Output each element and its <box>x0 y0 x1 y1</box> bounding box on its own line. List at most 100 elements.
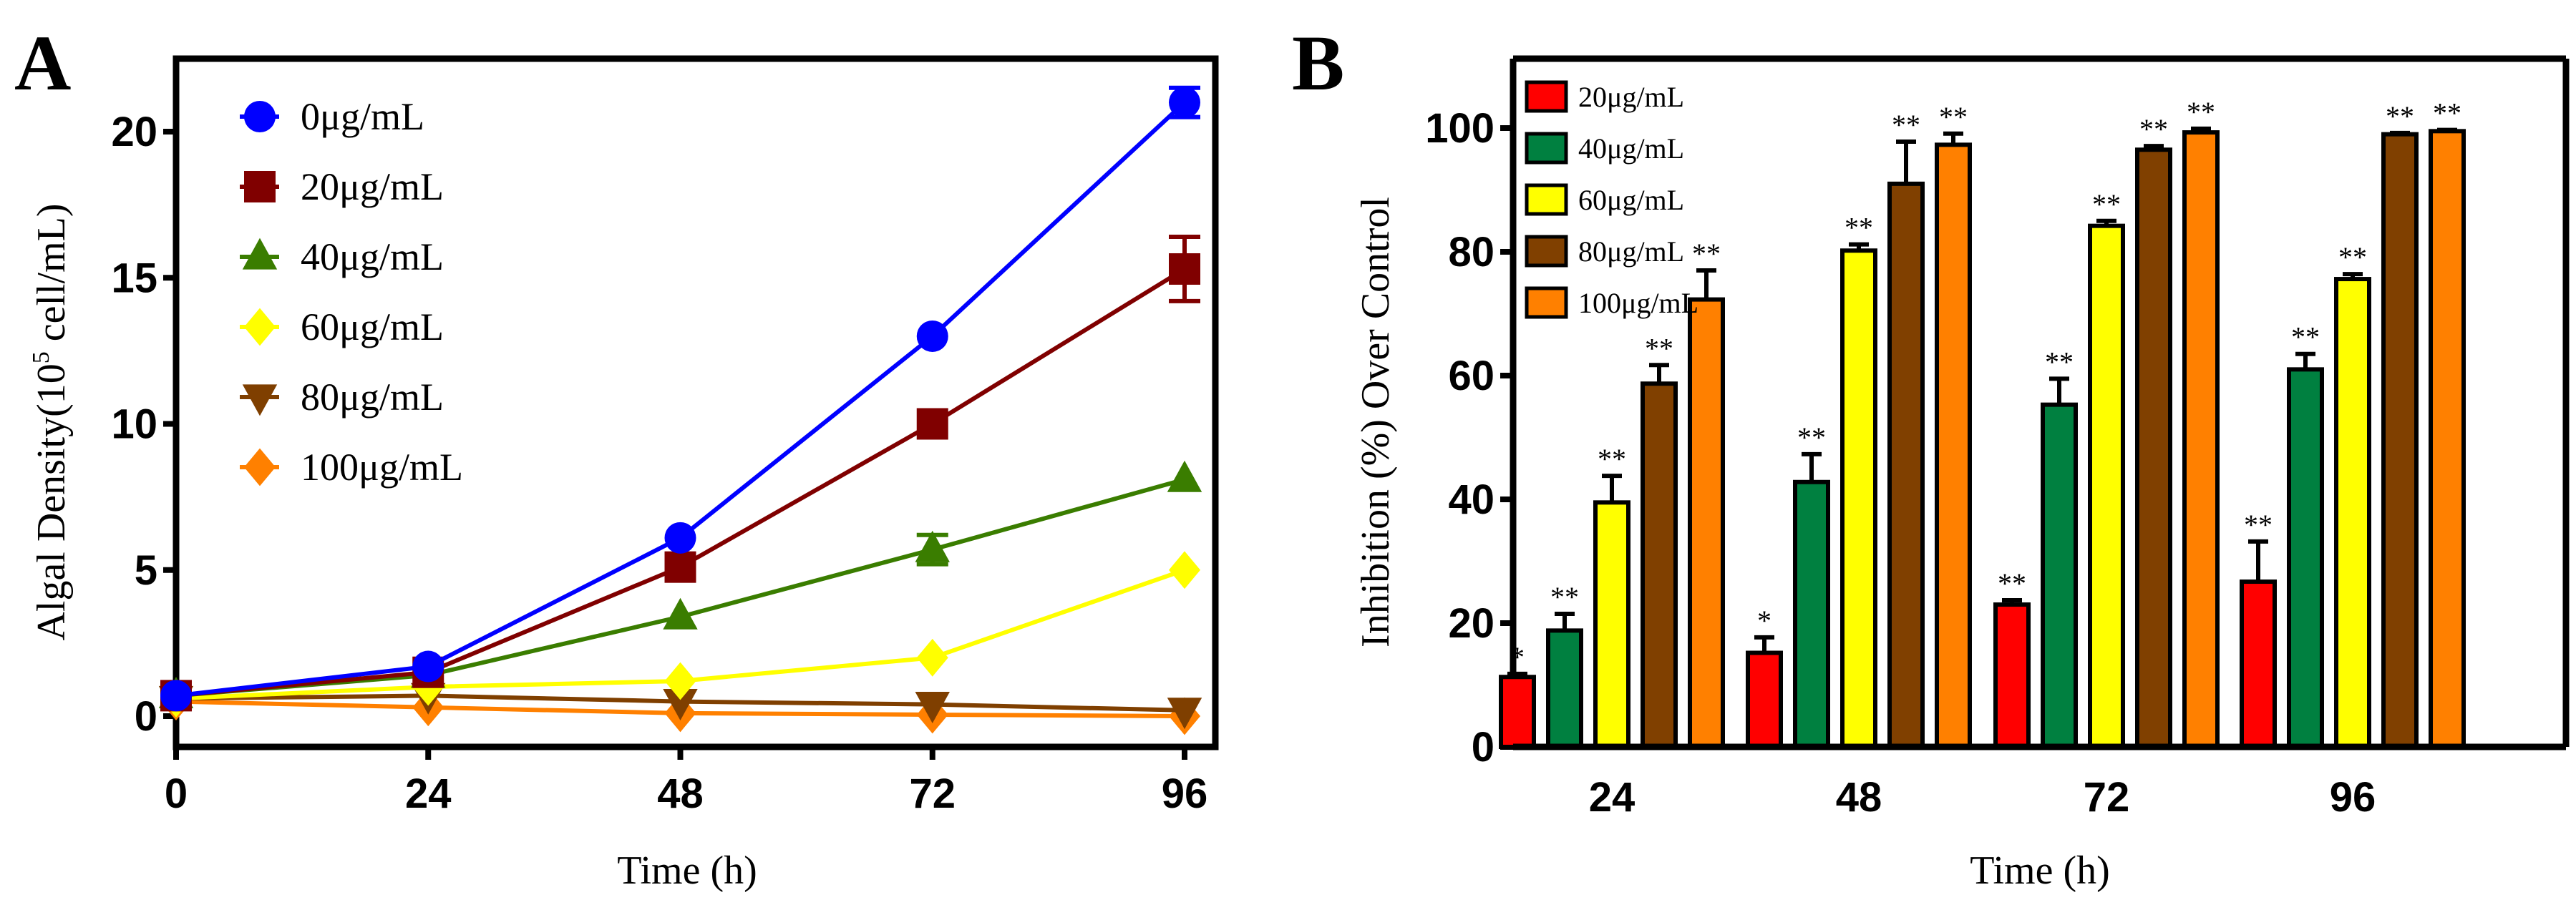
y-tick-label: 15 <box>111 255 157 301</box>
bar <box>1746 650 1783 750</box>
plot-frame <box>172 55 1219 750</box>
legend-marker <box>244 448 276 486</box>
bar <box>2240 579 2277 749</box>
legend-label: 20μg/mL <box>301 165 444 208</box>
x-tick-label: 24 <box>1589 774 1635 821</box>
legend-marker <box>244 308 276 346</box>
legend-item: 80μg/mL <box>240 376 444 419</box>
legend-marker <box>244 171 276 202</box>
legend-label: 100μg/mL <box>1578 287 1698 319</box>
legend-item: 0μg/mL <box>240 95 424 138</box>
bar <box>2334 277 2371 749</box>
chart-b-ylabel: Inhibition (%) Over Control <box>1353 197 1398 647</box>
legend-marker <box>242 238 278 270</box>
data-point <box>916 408 948 440</box>
significance-label: ** <box>1645 332 1673 364</box>
legend-item: 60μg/mL <box>240 305 444 348</box>
y-tick-label: 60 <box>1448 353 1494 399</box>
y-tick-label: 0 <box>135 693 157 740</box>
legend-label: 60μg/mL <box>1578 184 1684 216</box>
significance-label: ** <box>1797 421 1826 454</box>
bar <box>2135 147 2172 749</box>
significance-label: * <box>1757 605 1771 637</box>
bar <box>2381 132 2419 749</box>
bar <box>1793 479 1830 750</box>
bar <box>1593 500 1630 749</box>
y-tick-label: 80 <box>1448 229 1494 275</box>
significance-label: ** <box>2338 241 2367 273</box>
legend-swatch <box>1525 235 1568 268</box>
y-tick-label: 0 <box>1472 724 1494 771</box>
legend-item: 100μg/mL <box>240 446 463 489</box>
data-point <box>663 597 698 630</box>
x-tick-label: 0 <box>165 771 188 817</box>
significance-label: ** <box>2386 100 2414 132</box>
data-point <box>412 650 444 683</box>
y-tick-label: 20 <box>111 109 157 155</box>
x-tick-label: 72 <box>909 771 956 817</box>
legend-label: 80μg/mL <box>1578 235 1684 268</box>
significance-label: ** <box>2244 509 2273 541</box>
significance-label: ** <box>2092 188 2121 220</box>
legend-label: 40μg/mL <box>1578 132 1684 165</box>
significance-label: ** <box>2045 346 2074 378</box>
data-point <box>160 680 192 712</box>
x-tick-label: 24 <box>405 771 452 817</box>
y-tick-label: 10 <box>111 401 157 448</box>
data-point <box>1167 460 1202 492</box>
data-point <box>915 692 950 724</box>
significance-label: ** <box>1998 567 2026 600</box>
data-point <box>1167 698 1202 730</box>
bar <box>2088 223 2125 750</box>
significance-label: ** <box>2291 321 2320 353</box>
data-point <box>664 522 696 554</box>
significance-label: ** <box>1550 581 1579 613</box>
legend-label: 20μg/mL <box>1578 81 1684 113</box>
legend-item: 60μg/mL <box>1525 183 1684 216</box>
legend-label: 80μg/mL <box>301 376 444 419</box>
x-tick-label: 48 <box>657 771 704 817</box>
chart-a-xlabel: Time (h) <box>617 848 757 893</box>
legend-item: 80μg/mL <box>1525 235 1684 268</box>
legend-item: 20μg/mL <box>240 165 444 208</box>
x-tick-label: 48 <box>1836 774 1882 821</box>
legend-swatch <box>1525 80 1568 113</box>
bar <box>1935 142 1972 750</box>
bar <box>2182 130 2220 749</box>
x-tick-label: 96 <box>2330 774 2376 821</box>
y-tick-label: 40 <box>1448 476 1494 523</box>
data-point <box>916 638 948 677</box>
data-point <box>916 320 948 352</box>
data-point <box>1169 551 1200 590</box>
chart-b-xlabel: Time (h) <box>1970 848 2110 893</box>
significance-label: ** <box>1939 101 1968 133</box>
chart-a: 0 5 10 15 20 0 24 48 72 96 0μg/mL 20μg/mL 40μg/mL 60μ… <box>111 55 1219 817</box>
significance-label: ** <box>1892 109 1920 141</box>
significance-label: * <box>1510 641 1525 673</box>
legend-label: 40μg/mL <box>301 235 444 278</box>
y-tick-label: 5 <box>135 547 157 594</box>
bar <box>1840 248 1877 749</box>
significance-label: ** <box>1598 443 1626 475</box>
significance-label: ** <box>2187 96 2215 128</box>
panel-label-a: A <box>14 19 71 107</box>
y-tick-label: 20 <box>1448 600 1494 647</box>
data-point <box>915 530 950 562</box>
legend-swatch <box>1525 286 1568 319</box>
legend-marker <box>244 101 276 132</box>
legend-item: 40μg/mL <box>240 235 444 278</box>
bar <box>1887 181 1925 750</box>
legend-item: 100μg/mL <box>1525 286 1698 319</box>
legend-item: 40μg/mL <box>1525 132 1684 165</box>
data-point <box>1169 253 1200 285</box>
significance-label: ** <box>1692 238 1721 270</box>
legend-item: 20μg/mL <box>1525 80 1684 113</box>
x-tick-label: 72 <box>2084 774 2130 821</box>
bar <box>1688 297 1725 750</box>
legend-swatch <box>1525 183 1568 216</box>
data-point <box>664 551 696 583</box>
data-point <box>664 662 696 700</box>
legend-label: 100μg/mL <box>301 446 463 489</box>
